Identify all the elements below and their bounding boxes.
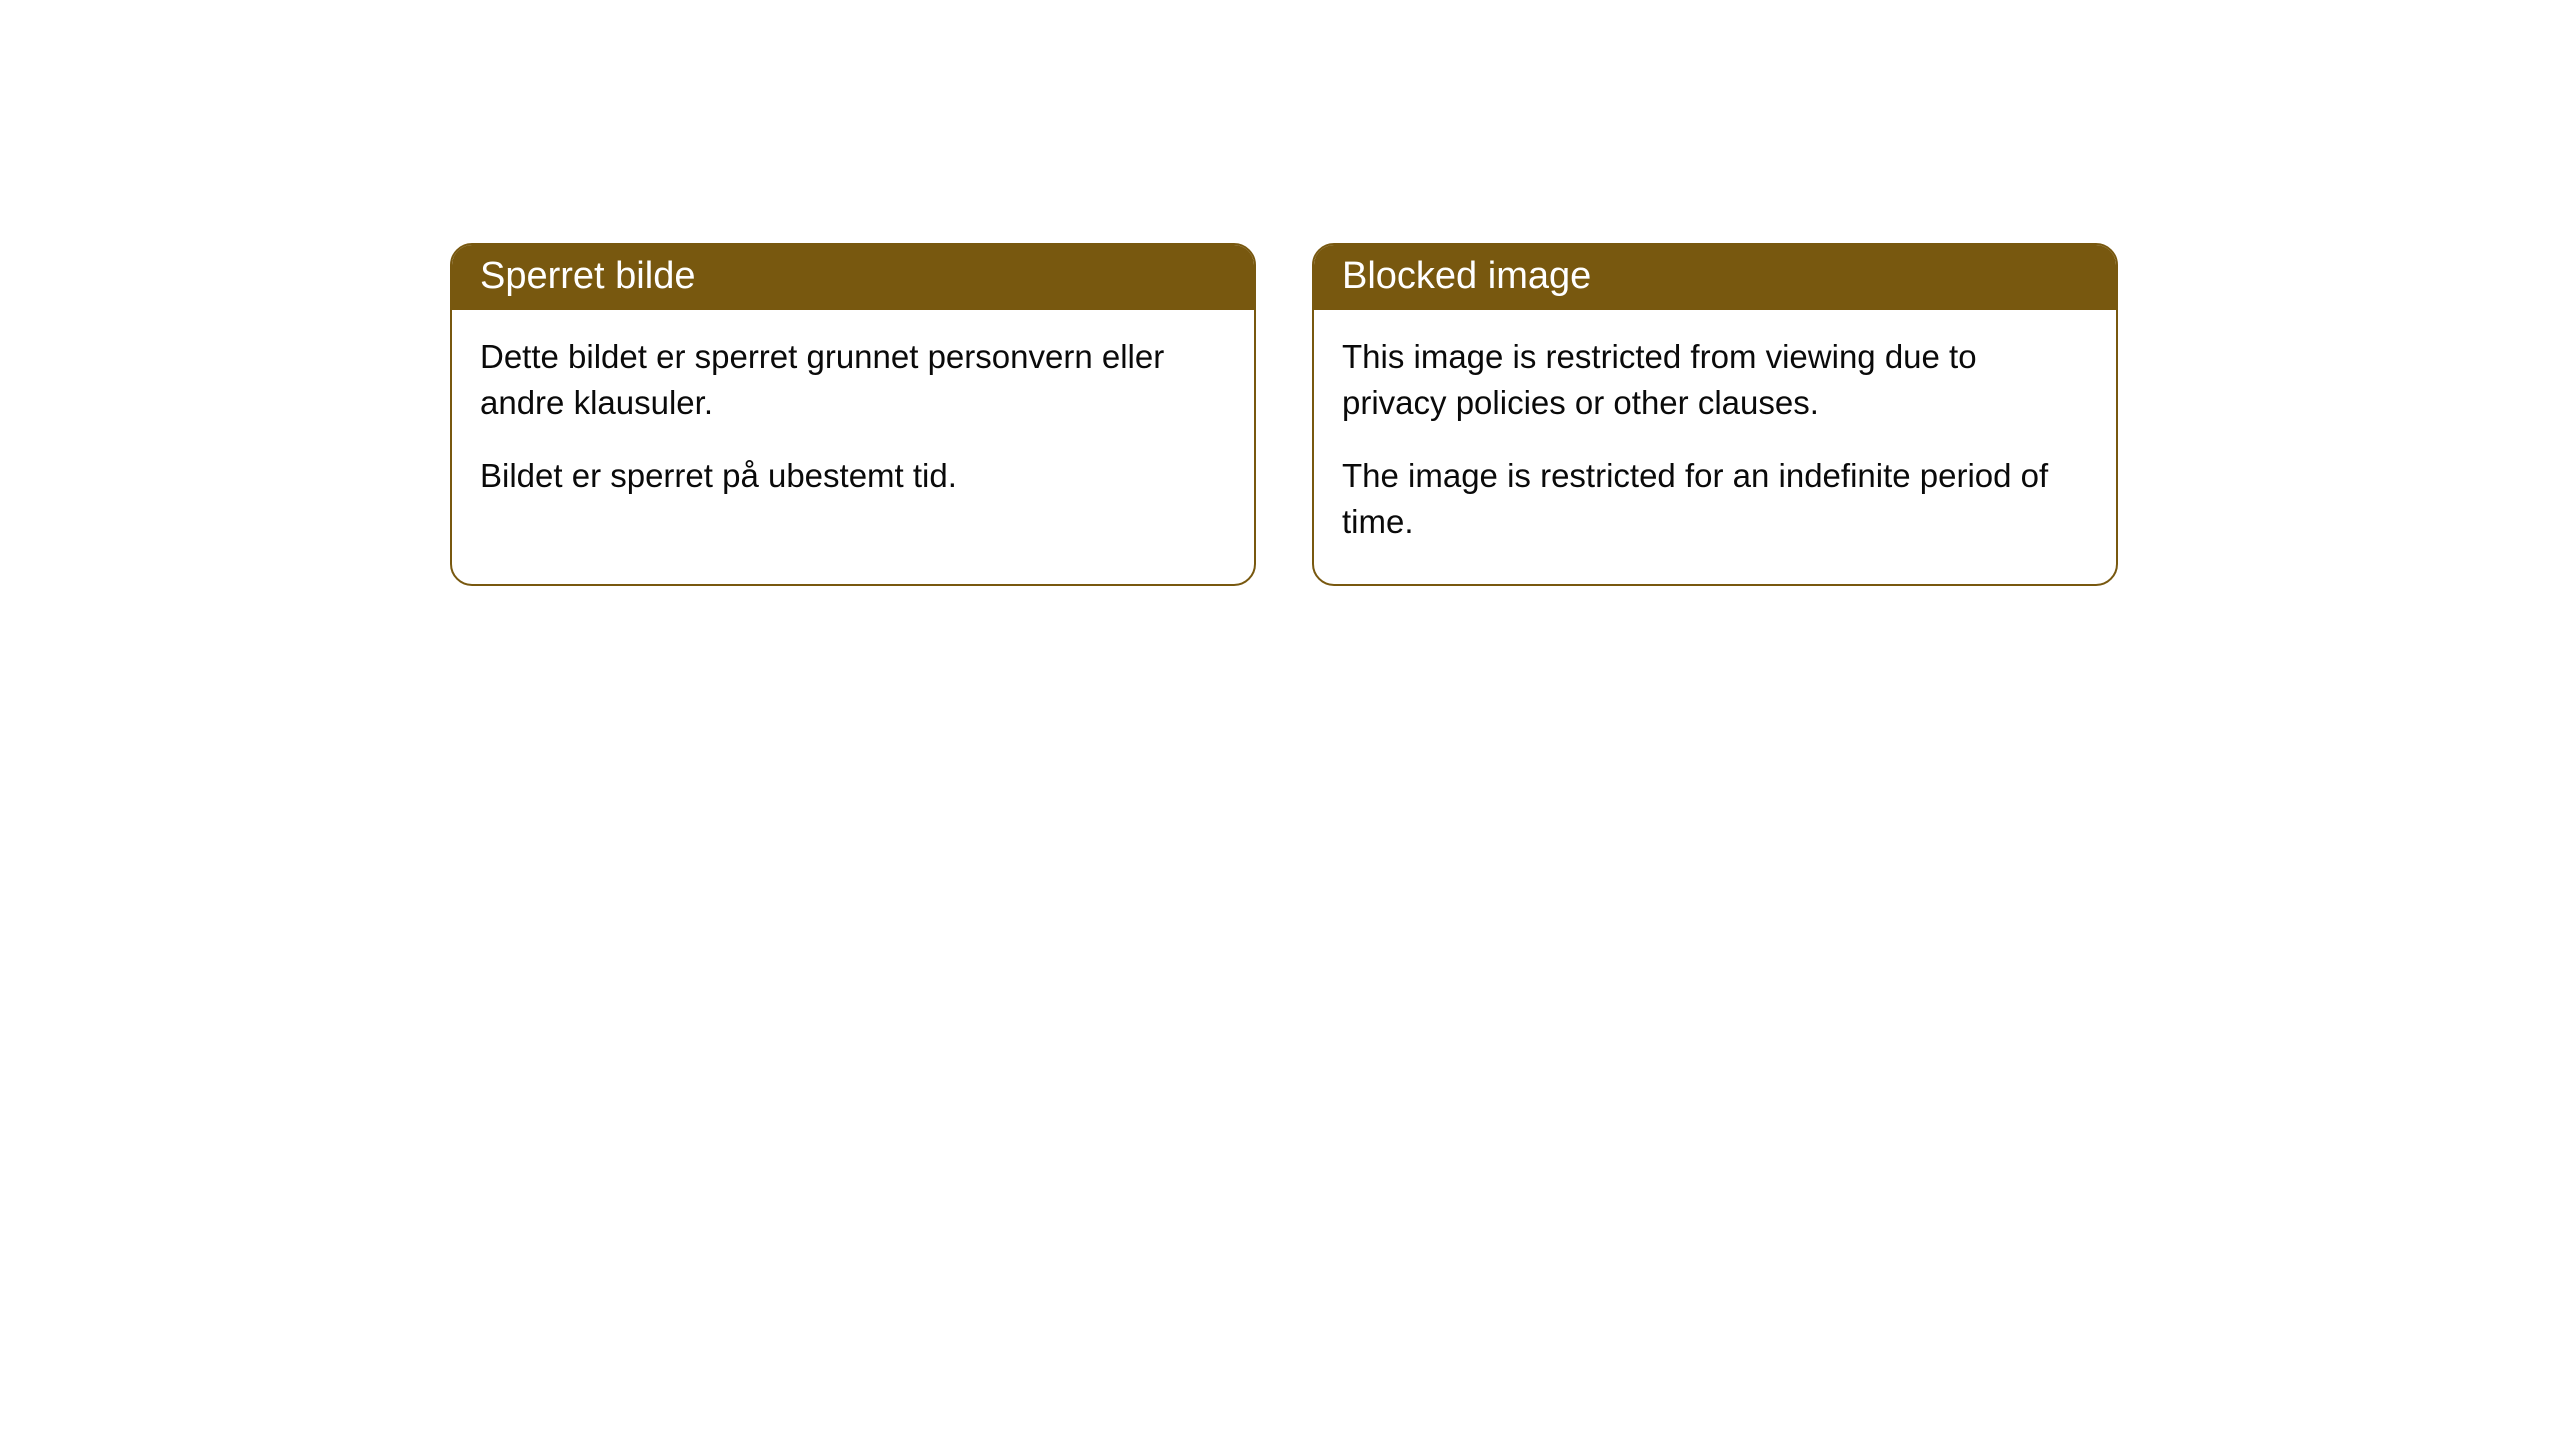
card-paragraph: Bildet er sperret på ubestemt tid. xyxy=(480,453,1226,499)
blocked-image-card-english: Blocked image This image is restricted f… xyxy=(1312,243,2118,586)
card-body: This image is restricted from viewing du… xyxy=(1314,310,2116,584)
card-title: Sperret bilde xyxy=(480,255,695,297)
card-paragraph: This image is restricted from viewing du… xyxy=(1342,334,2088,425)
card-header: Sperret bilde xyxy=(452,245,1254,310)
card-body: Dette bildet er sperret grunnet personve… xyxy=(452,310,1254,539)
blocked-image-card-norwegian: Sperret bilde Dette bildet er sperret gr… xyxy=(450,243,1256,586)
card-title: Blocked image xyxy=(1342,255,1591,297)
card-paragraph: Dette bildet er sperret grunnet personve… xyxy=(480,334,1226,425)
card-paragraph: The image is restricted for an indefinit… xyxy=(1342,453,2088,544)
card-header: Blocked image xyxy=(1314,245,2116,310)
notice-cards-container: Sperret bilde Dette bildet er sperret gr… xyxy=(450,243,2118,586)
